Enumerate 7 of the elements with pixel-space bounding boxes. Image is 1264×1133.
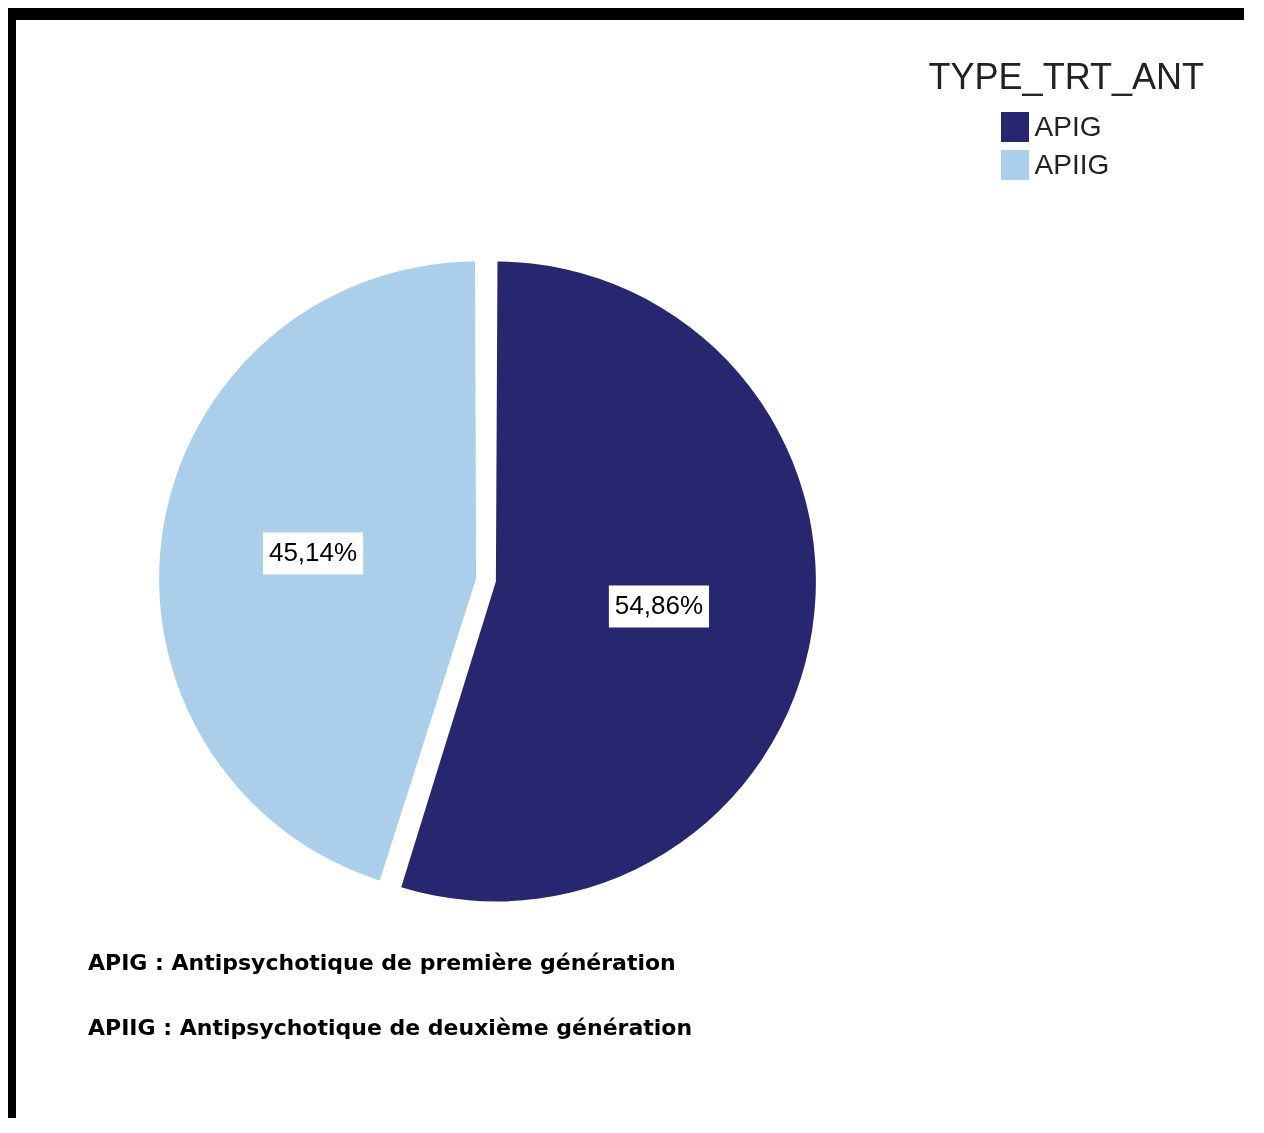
text: APIIG : Antipsychotique de deuxième génération xyxy=(88,1015,694,1040)
legend-title: TYPE_TRT_ANT xyxy=(928,56,1204,98)
data-label: 54,86% xyxy=(614,589,704,620)
legend-label: APIIG xyxy=(1034,149,1110,181)
legend-label: APIG xyxy=(1034,111,1102,143)
text: APIG : Antipsychotique de première génération xyxy=(88,950,677,975)
data-label: 45,14% xyxy=(268,536,358,567)
